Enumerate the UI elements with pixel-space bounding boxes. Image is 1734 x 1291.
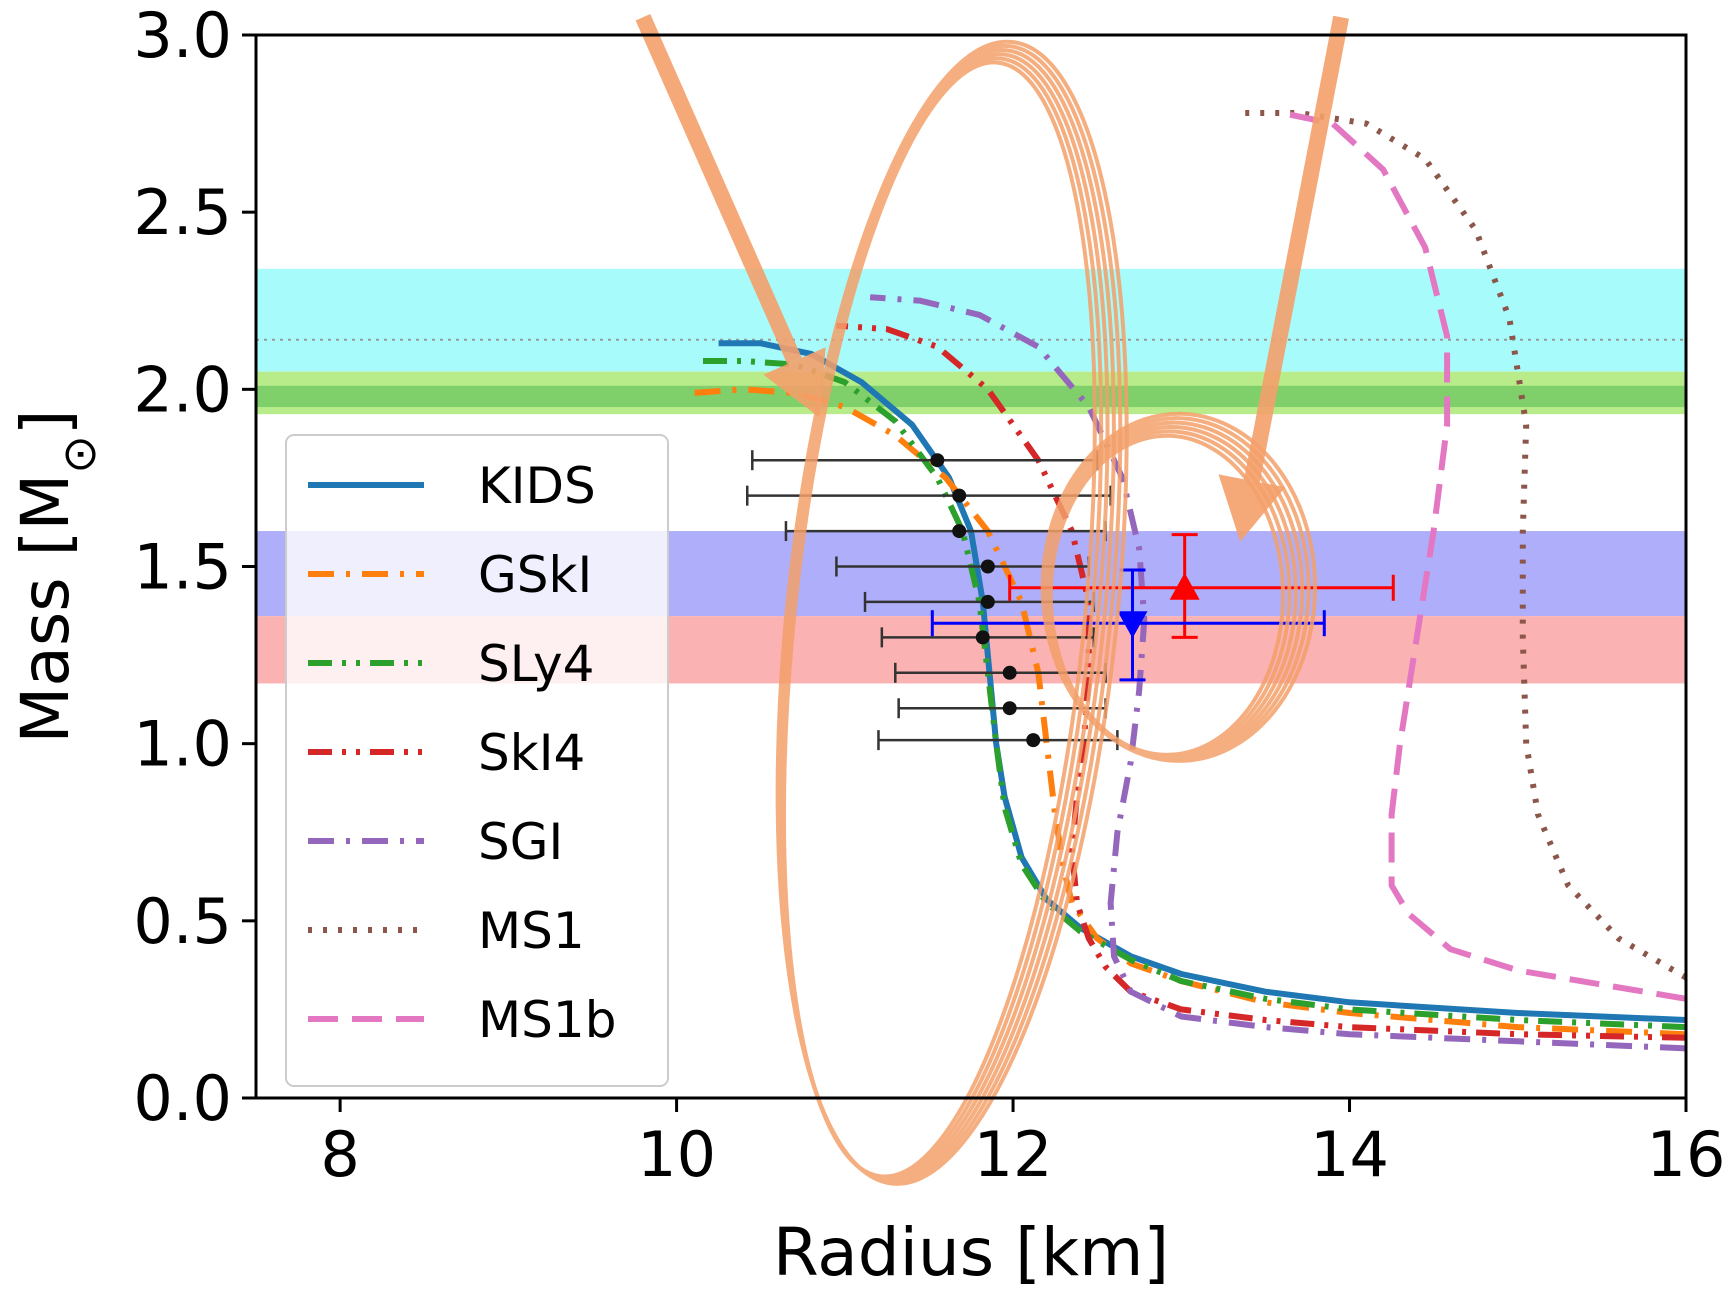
legend-box [285,434,669,1087]
legend-label-ms1b: MS1b [478,991,616,1049]
error-point-marker [980,559,995,574]
annotation-loop-0 [775,39,1129,1186]
error-point-marker [1002,665,1017,680]
y-axis-title-main: Mass [M [7,474,84,744]
annotation-loop-stroke [775,39,1129,1186]
error-point-marker [952,488,967,503]
annotation-arrow-0 [635,14,826,418]
measurement-1 [930,568,1326,682]
y-tick-label: 0.0 [133,1062,232,1135]
y-tick-label: 1.5 [133,531,232,604]
error-point-marker [1002,701,1017,716]
error-point-marker [980,594,995,609]
y-tick-label: 2.5 [133,176,232,249]
curve-sly4 [693,358,1687,1031]
curve-sgi [869,294,1687,1052]
legend: KIDS GSkI SLy4 SkI4 SGI MS1 MS1b [285,434,669,1087]
constraint-band-2 [256,385,1686,408]
x-tick-label: 12 [974,1118,1053,1191]
y-tick-label: 0.5 [133,885,232,958]
constraint-band-0 [256,268,1686,372]
error-point-marker [952,524,967,539]
x-tick-label: 8 [320,1118,359,1191]
hand-drawn-annotations [635,14,1349,1186]
legend-label-kids: KIDS [478,457,596,515]
annotation-loop-1 [1040,411,1318,763]
legend-label-sly4: SLy4 [478,635,594,693]
annotation-arrow-head [1218,474,1286,542]
annotation-arrow-shaft [1244,15,1349,483]
annotation-arrow-shaft [635,14,802,365]
legend-label-ms1: MS1 [478,902,585,960]
error-point-marker [1026,733,1041,748]
y-axis-title-end: ] [7,409,84,435]
y-tick-label: 1.0 [133,708,232,781]
x-tick-label: 14 [1310,1118,1389,1191]
measurement-marker [1117,611,1148,639]
y-axis-title: Mass [M⊙] [7,409,106,743]
axis-ticks: 8 10 12 14 16 0.0 0.5 1.0 1.5 2.0 2.5 3.0 [133,0,1725,1191]
curve-gski [693,386,1687,1038]
measurement-markers [930,533,1395,682]
annotation-arrow-head [763,347,826,418]
y-tick-label: 3.0 [133,0,232,72]
x-tick-label: 10 [637,1118,716,1191]
x-axis-title: Radius [km] [773,1214,1169,1291]
legend-label-ski4: SkI4 [478,724,585,782]
measurement-0 [1008,533,1395,639]
x-tick-label: 16 [1647,1118,1726,1191]
measurement-marker [1169,572,1200,600]
error-point-marker [975,630,990,645]
y-axis-title-sub: ⊙ [52,435,106,474]
legend-label-gski: GSkI [478,546,592,604]
annotation-arrow-1 [1218,15,1349,542]
legend-label-sgi: SGI [478,813,563,871]
y-tick-label: 2.0 [133,353,232,426]
annotation-loop-stroke [1040,411,1318,763]
error-point-marker [930,453,945,468]
curve-ms1b [1281,110,1687,1002]
